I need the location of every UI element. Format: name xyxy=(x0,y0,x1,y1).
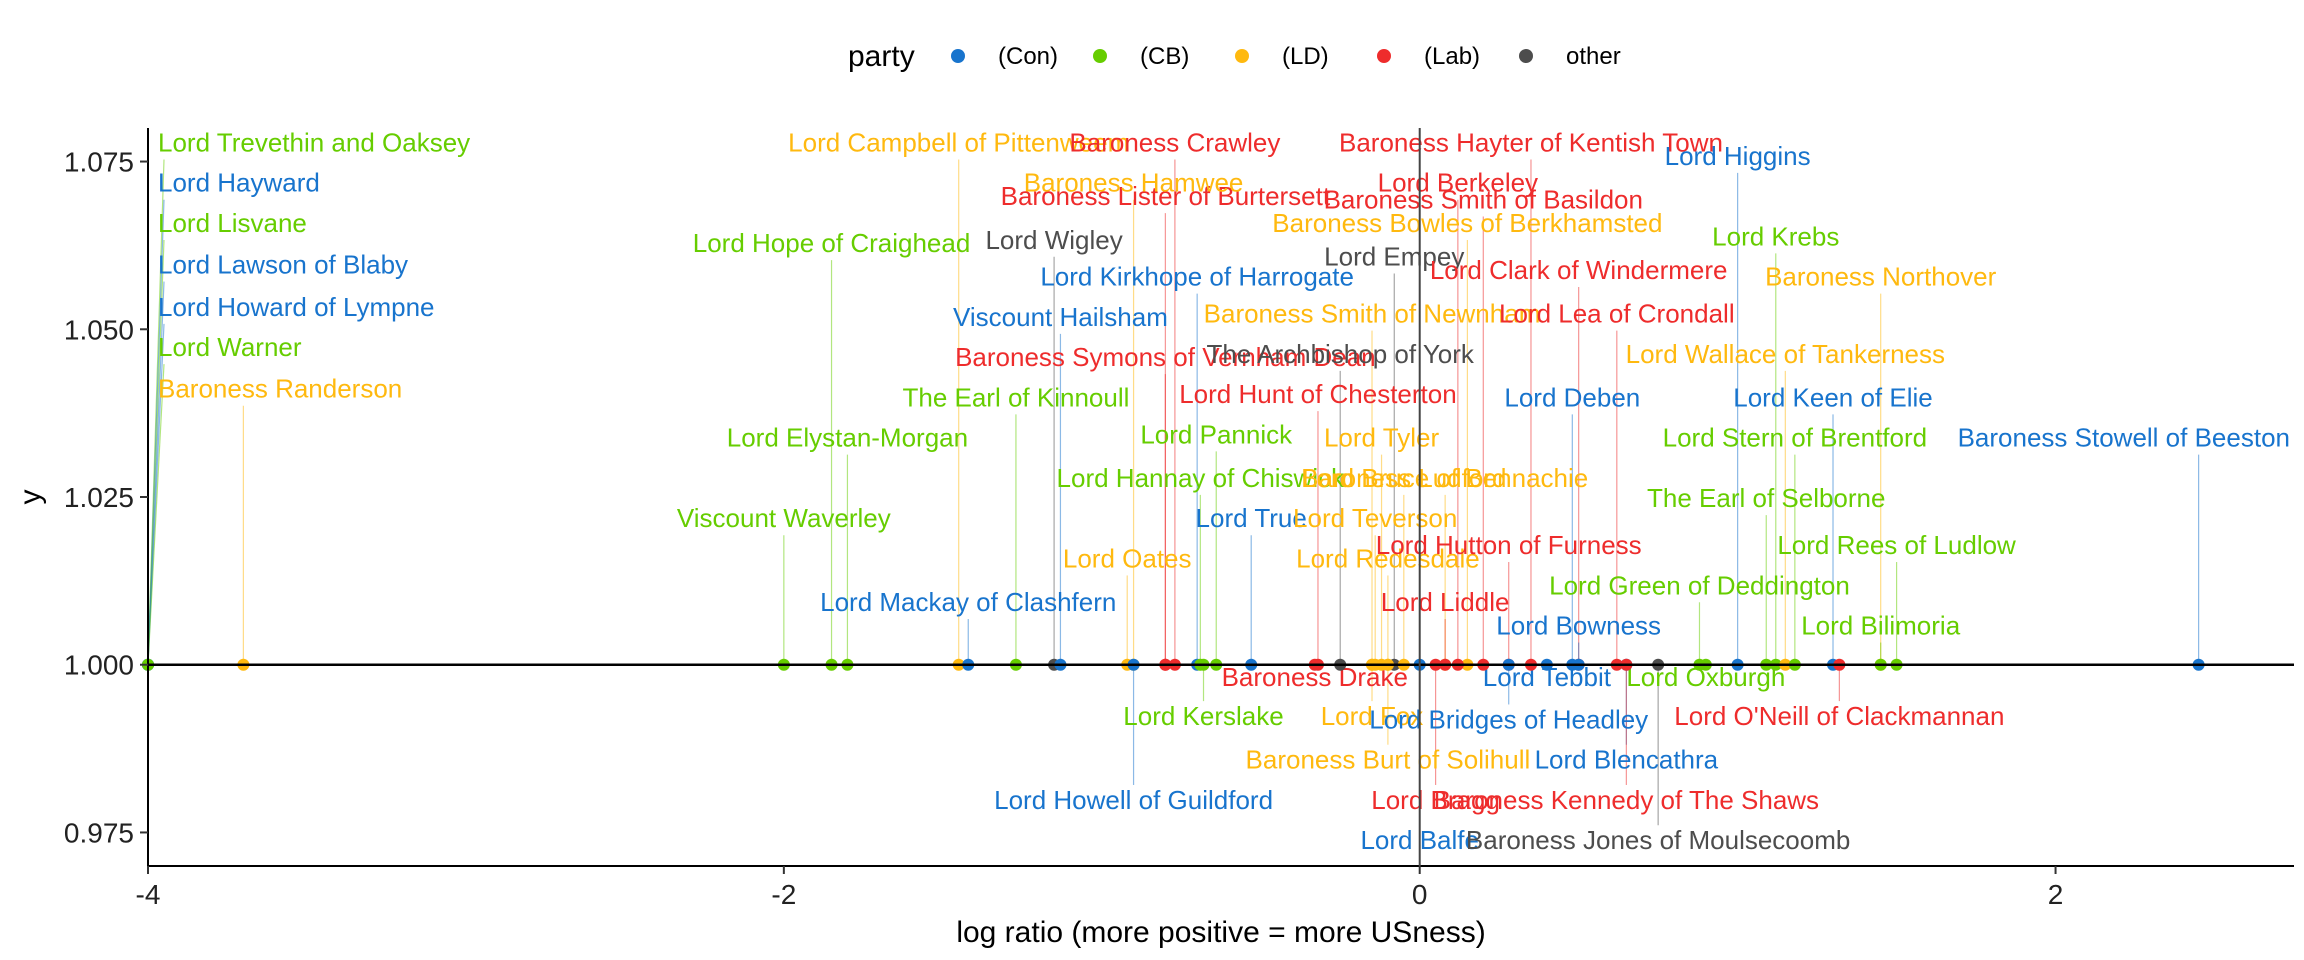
point-label: Lord Blencathra xyxy=(1535,745,1719,775)
legend-label-lab: (Lab) xyxy=(1424,43,1480,70)
point-label: The Earl of Selborne xyxy=(1647,483,1885,513)
point-label: Lord O'Neill of Clackmannan xyxy=(1674,701,2004,731)
point-label: Baroness Lister of Burtersett xyxy=(1001,181,1331,211)
point-label: Baroness Jones of Moulsecoomb xyxy=(1466,825,1850,855)
x-tick-label: -2 xyxy=(771,879,796,910)
point-label: Lord Clark of Windermere xyxy=(1430,255,1728,285)
point-label: Lord Bruce of Bennachie xyxy=(1302,463,1588,493)
point-label: Lord Fox xyxy=(1321,701,1424,731)
point-label: Lord Hunt of Chesterton xyxy=(1179,379,1457,409)
x-tick-label: 0 xyxy=(1412,879,1428,910)
legend-title: party xyxy=(848,40,915,73)
point-label: Lord Elystan-Morgan xyxy=(727,423,968,453)
point-label: Lord Krebs xyxy=(1712,221,1839,251)
point-label: Baroness Hayter of Kentish Town xyxy=(1339,127,1723,157)
legend-label-cb: (CB) xyxy=(1140,43,1189,70)
y-tick-label: 1.025 xyxy=(64,482,134,513)
y-tick-label: 1.075 xyxy=(64,147,134,178)
point-label: Lord Lea of Crondall xyxy=(1499,299,1735,329)
point-label: Lord Kerslake xyxy=(1123,701,1283,731)
label-connector xyxy=(147,364,165,665)
y-axis-title: y xyxy=(14,490,47,505)
plot-area: Lord Trevethin and Oaksey Lord Hayward Lor… xyxy=(142,127,2290,855)
legend-key-other xyxy=(1519,49,1533,63)
label-connectors xyxy=(147,159,2200,826)
point-label: Baroness Hamwee xyxy=(1024,168,1244,198)
point-label: Lord Tyler xyxy=(1324,423,1439,453)
legend: party (Con) (CB) (LD) (Lab) other xyxy=(848,40,1621,73)
point-label: Lord Stern of Brentford xyxy=(1663,423,1927,453)
axes: -4 -2 0 2 0.975 1.000 1.025 1.050 1.075 xyxy=(64,128,2294,910)
point-label: Lord Oates xyxy=(1063,543,1192,573)
legend-key-ld xyxy=(1235,49,1249,63)
point-label: Lord Teverson xyxy=(1293,503,1457,533)
point-label: Lord Bilimoria xyxy=(1801,611,1960,641)
x-axis-title: log ratio (more positive = more USness) xyxy=(956,916,1485,949)
legend-label-other: other xyxy=(1566,43,1621,70)
point-label: Baroness Smith of Basildon xyxy=(1324,185,1643,215)
point-label: Baroness Northover xyxy=(1765,262,1997,292)
point-label: Lord Keen of Elie xyxy=(1733,382,1932,412)
legend-key-cb xyxy=(1093,49,1107,63)
point-label: Lord Empey xyxy=(1324,242,1464,272)
point-label: Lord Hutton of Furness xyxy=(1376,530,1642,560)
point-label: Baroness Bowles of Berkhamsted xyxy=(1272,208,1662,238)
point-label: Lord Bowness xyxy=(1496,611,1661,641)
legend-key-lab xyxy=(1377,49,1391,63)
point-label: Lord Wigley xyxy=(985,225,1122,255)
legend-label-con: (Con) xyxy=(998,43,1058,70)
point-label: Lord Pannick xyxy=(1140,419,1293,449)
point-label: Lord Lisvane xyxy=(158,208,307,238)
point-label: Baroness Ludford xyxy=(1301,463,1506,493)
point-label: The Earl of Kinnoull xyxy=(902,382,1129,412)
point-label: Baroness Kennedy of The Shaws xyxy=(1434,785,1819,815)
point-label: Baroness Randerson xyxy=(158,374,402,404)
point-label: Lord Higgins xyxy=(1665,141,1811,171)
point-label: The Archbishop of York xyxy=(1207,339,1475,369)
point-label: Baroness Symons of Vernham Dean xyxy=(955,342,1376,372)
point-label: Baroness Smith of Newnham xyxy=(1204,299,1541,329)
point-labels: Lord Trevethin and Oaksey Lord Hayward Lor… xyxy=(158,127,2290,855)
point-label: Lord Trevethin and Oaksey xyxy=(158,127,470,157)
point-label: Lord Green of Deddington xyxy=(1549,570,1850,600)
point-label: Lord Wallace of Tankerness xyxy=(1626,339,1945,369)
legend-key-con xyxy=(951,49,965,63)
point-label: Lord Kirkhope of Harrogate xyxy=(1040,262,1354,292)
point-label: Lord Berkeley xyxy=(1378,168,1538,198)
point-label: Lord Hayward xyxy=(158,168,320,198)
point-label: Lord Warner xyxy=(158,332,302,362)
y-tick-label: 1.050 xyxy=(64,314,134,345)
point-label: Lord Campbell of Pittenweem xyxy=(788,127,1129,157)
point-label: Lord Liddle xyxy=(1381,587,1510,617)
x-tick-label: 2 xyxy=(2048,879,2064,910)
point-label: Lord Bridges of Headley xyxy=(1369,704,1648,734)
point-label: Baroness Burt of Solihull xyxy=(1246,745,1531,775)
point-label: Viscount Hailsham xyxy=(953,302,1168,332)
point-label: Viscount Waverley xyxy=(677,503,891,533)
point-label: Lord Lawson of Blaby xyxy=(158,250,408,280)
x-tick-label: -4 xyxy=(136,879,161,910)
point-label: Lord Hope of Craighead xyxy=(693,228,971,258)
point-label: Lord Howard of Lympne xyxy=(158,292,435,322)
point-label: Baroness Crawley xyxy=(1069,127,1280,157)
point-label: Lord Deben xyxy=(1504,382,1640,412)
point-label: Lord Hannay of Chiswick xyxy=(1057,463,1346,493)
y-tick-label: 0.975 xyxy=(64,817,134,848)
point-label: Lord Rees of Ludlow xyxy=(1777,530,2016,560)
legend-label-ld: (LD) xyxy=(1282,43,1329,70)
point-label: Lord Redesdale xyxy=(1296,543,1480,573)
point-label: Lord Bragg xyxy=(1371,785,1500,815)
point-label: Lord Howell of Guildford xyxy=(994,785,1273,815)
point-label: Lord Mackay of Clashfern xyxy=(820,587,1116,617)
point-label: Lord True xyxy=(1196,503,1307,533)
point-label: Baroness Stowell of Beeston xyxy=(1958,423,2290,453)
y-tick-label: 1.000 xyxy=(64,650,134,681)
